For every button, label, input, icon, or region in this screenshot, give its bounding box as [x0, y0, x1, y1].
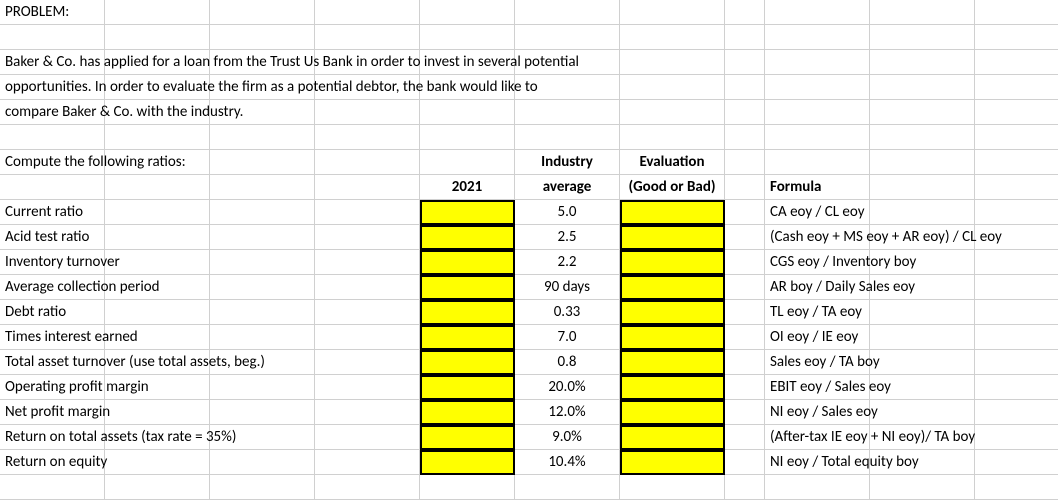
- industry-average: 7.0: [515, 325, 620, 350]
- evaluation-input[interactable]: [620, 450, 725, 475]
- ratio-name: Net profit margin: [0, 400, 105, 425]
- industry-average: 20.0%: [515, 375, 620, 400]
- formula-text: NI eoy / Sales eoy: [765, 400, 870, 425]
- ratio-value-input[interactable]: [420, 250, 515, 275]
- evaluation-input[interactable]: [620, 400, 725, 425]
- evaluation-input[interactable]: [620, 300, 725, 325]
- formula-text: NI eoy / Total equity boy: [765, 450, 870, 475]
- evaluation-input[interactable]: [620, 275, 725, 300]
- ratio-name: Inventory turnover: [0, 250, 105, 275]
- formula-text: OI eoy / IE eoy: [765, 325, 870, 350]
- formula-text: CA eoy / CL eoy: [765, 200, 870, 225]
- ratio-value-input[interactable]: [420, 225, 515, 250]
- ratio-name: Average collection period: [0, 275, 105, 300]
- industry-average: 90 days: [515, 275, 620, 300]
- formula-text: TL eoy / TA eoy: [765, 300, 870, 325]
- industry-average: 5.0: [515, 200, 620, 225]
- evaluation-input[interactable]: [620, 200, 725, 225]
- ratio-name: Acid test ratio: [0, 225, 105, 250]
- ratio-value-input[interactable]: [420, 350, 515, 375]
- formula-text: CGS eoy / Inventory boy: [765, 250, 870, 275]
- ratio-name: Return on total assets (tax rate = 35%): [0, 425, 105, 450]
- col-industry-label-1: Industry: [515, 150, 620, 175]
- ratio-value-input[interactable]: [420, 275, 515, 300]
- ratio-value-input[interactable]: [420, 200, 515, 225]
- col-industry-label-2: average: [515, 175, 620, 200]
- ratio-value-input[interactable]: [420, 325, 515, 350]
- evaluation-input[interactable]: [620, 350, 725, 375]
- ratio-value-input[interactable]: [420, 400, 515, 425]
- industry-average: 2.2: [515, 250, 620, 275]
- formula-text: (After-tax IE eoy + NI eoy)/ TA boy: [765, 425, 870, 450]
- compute-instruction: Compute the following ratios:: [0, 150, 105, 175]
- formula-text: EBIT eoy / Sales eoy: [765, 375, 870, 400]
- col-evaluation-label-1: Evaluation: [620, 150, 725, 175]
- industry-average: 2.5: [515, 225, 620, 250]
- ratio-name: Debt ratio: [0, 300, 105, 325]
- col-formula: Formula: [765, 175, 870, 200]
- industry-average: 0.8: [515, 350, 620, 375]
- evaluation-input[interactable]: [620, 250, 725, 275]
- evaluation-input[interactable]: [620, 225, 725, 250]
- ratio-name: Operating profit margin: [0, 375, 105, 400]
- ratio-value-input[interactable]: [420, 425, 515, 450]
- col-year: 2021: [420, 175, 515, 200]
- ratio-name: Times interest earned: [0, 325, 105, 350]
- ratio-value-input[interactable]: [420, 375, 515, 400]
- col-evaluation-label-2: (Good or Bad): [620, 175, 725, 200]
- spreadsheet-grid: PROBLEM: Baker & Co. has applied for a l…: [0, 0, 1058, 500]
- formula-text: Sales eoy / TA boy: [765, 350, 870, 375]
- ratio-name: Total asset turnover (use total assets, …: [0, 350, 105, 375]
- paragraph-line-1: Baker & Co. has applied for a loan from …: [0, 50, 105, 75]
- formula-text: (Cash eoy + MS eoy + AR eoy) / CL eoy: [765, 225, 870, 250]
- ratio-name: Return on equity: [0, 450, 105, 475]
- paragraph-line-3: compare Baker & Co. with the industry.: [0, 100, 105, 125]
- ratio-name: Current ratio: [0, 200, 105, 225]
- ratio-value-input[interactable]: [420, 300, 515, 325]
- evaluation-input[interactable]: [620, 375, 725, 400]
- problem-title: PROBLEM:: [0, 0, 105, 25]
- industry-average: 10.4%: [515, 450, 620, 475]
- evaluation-input[interactable]: [620, 425, 725, 450]
- industry-average: 12.0%: [515, 400, 620, 425]
- paragraph-line-2: opportunities. In order to evaluate the …: [0, 75, 105, 100]
- formula-text: AR boy / Daily Sales eoy: [765, 275, 870, 300]
- ratio-value-input[interactable]: [420, 450, 515, 475]
- industry-average: 9.0%: [515, 425, 620, 450]
- evaluation-input[interactable]: [620, 325, 725, 350]
- industry-average: 0.33: [515, 300, 620, 325]
